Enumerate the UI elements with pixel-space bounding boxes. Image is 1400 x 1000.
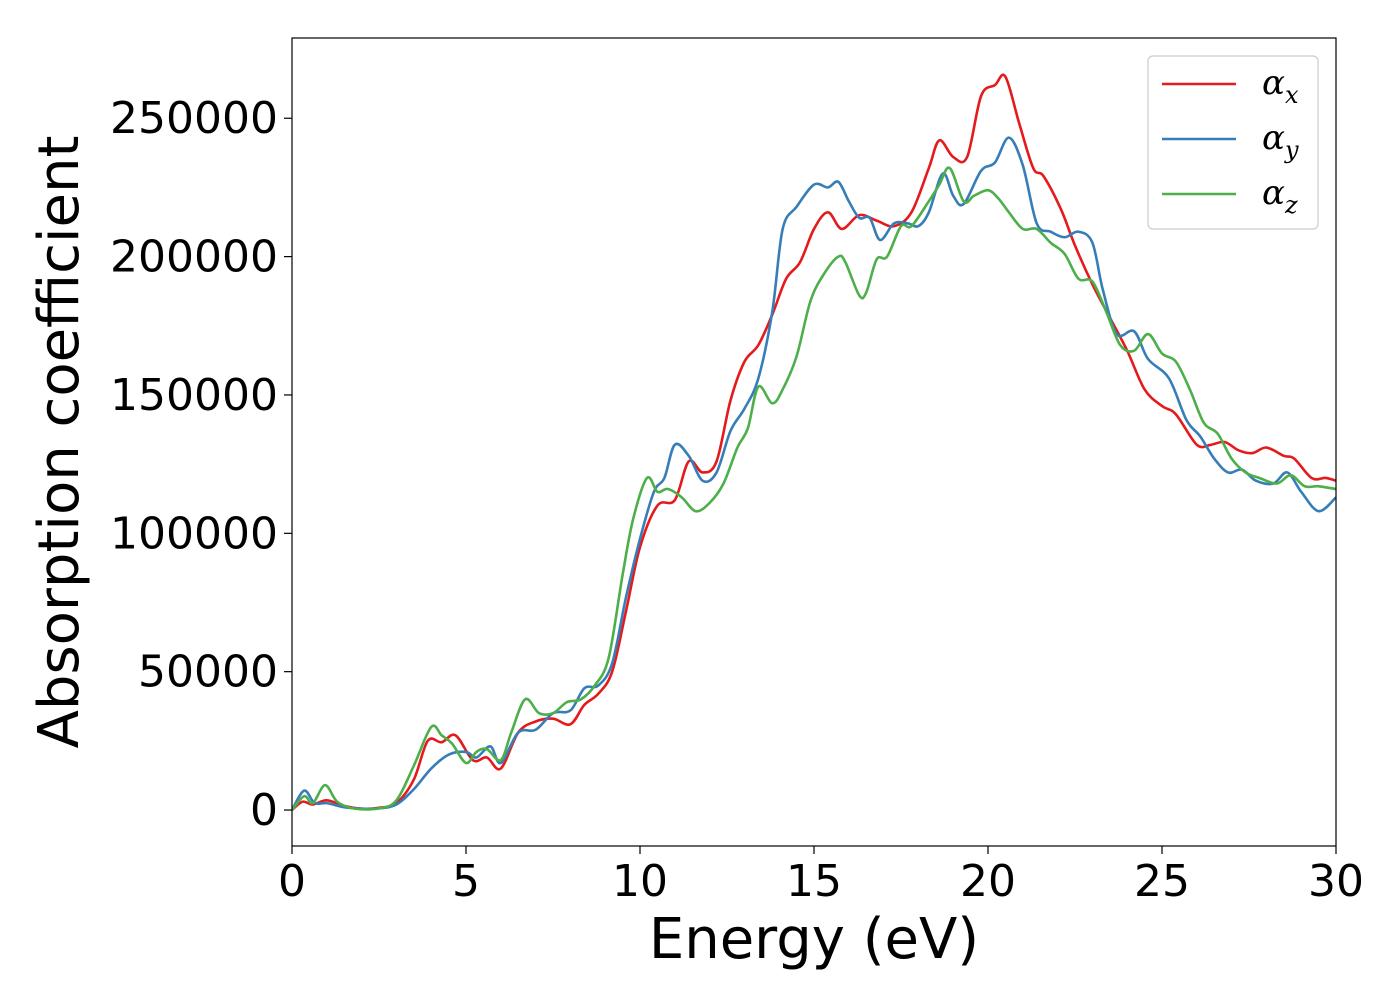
legend: αx αy αz	[1147, 55, 1319, 230]
x-tick-label: 10	[612, 856, 668, 907]
y-tick-label: 0	[250, 785, 278, 836]
y-tick-label: 250000	[110, 93, 278, 144]
x-tick-label: 15	[786, 856, 842, 907]
x-tick-label: 25	[1134, 856, 1190, 907]
legend-label-y: αy	[1262, 118, 1299, 164]
series-layer	[292, 73, 1336, 812]
y-tick-label: 200000	[110, 232, 278, 283]
x-tick-label: 20	[960, 856, 1016, 907]
x-axis-label: Energy (eV)	[649, 907, 979, 972]
x-tick-label: 30	[1308, 856, 1364, 907]
series-line-x	[292, 73, 1336, 812]
legend-label-x: αx	[1262, 63, 1299, 109]
y-axis-label: Absorption coefficient	[27, 136, 92, 749]
y-tick-label: 100000	[110, 508, 278, 559]
x-tick-label: 0	[278, 856, 306, 907]
x-axis: 0 5 10 15 20 25 30	[278, 846, 1364, 907]
x-tick-label: 5	[452, 856, 480, 907]
y-tick-label: 50000	[138, 647, 278, 698]
legend-box	[1147, 55, 1319, 230]
series-line-y	[292, 136, 1336, 811]
y-tick-label: 150000	[110, 370, 278, 421]
series-line-z	[292, 166, 1336, 811]
legend-label-z: αz	[1262, 173, 1298, 219]
y-axis: 0 50000 100000 150000 200000 250000	[110, 93, 292, 836]
